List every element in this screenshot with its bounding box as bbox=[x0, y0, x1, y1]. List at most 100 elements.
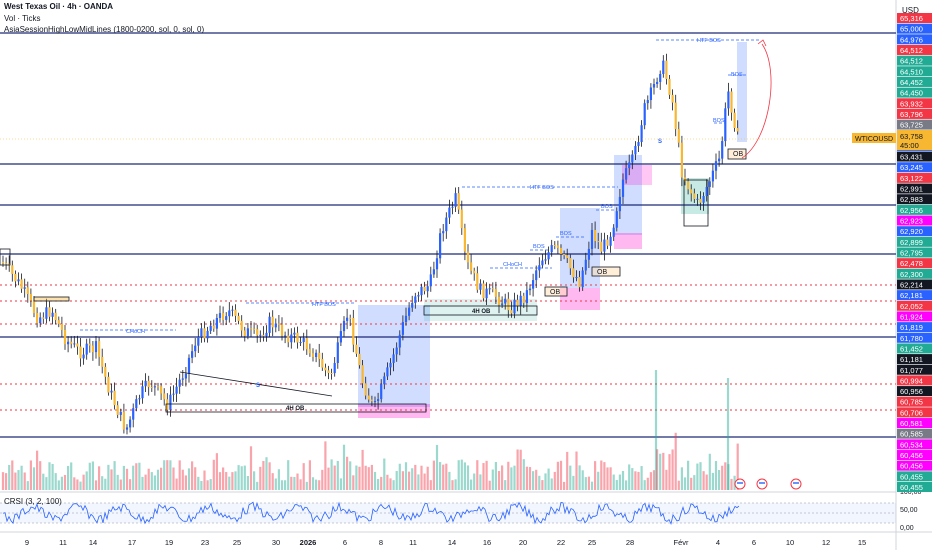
price-label-bg bbox=[897, 119, 932, 130]
x-tick-label: 2026 bbox=[300, 538, 317, 547]
candle-body bbox=[693, 193, 696, 200]
candle-body bbox=[17, 279, 20, 282]
price-label-bg bbox=[897, 279, 932, 290]
candle bbox=[652, 78, 656, 95]
volume-bar bbox=[104, 478, 107, 490]
candle bbox=[578, 270, 581, 292]
candle-body bbox=[116, 405, 119, 415]
candle-body bbox=[29, 293, 32, 301]
volume-bar bbox=[107, 464, 110, 490]
candle-body bbox=[240, 320, 243, 331]
candle-body bbox=[45, 307, 48, 319]
candle-body bbox=[479, 283, 482, 290]
volume-bar bbox=[553, 471, 556, 490]
x-tick-label: 17 bbox=[128, 538, 136, 547]
candle bbox=[209, 320, 212, 335]
candle-body bbox=[79, 346, 82, 359]
volume-bar bbox=[293, 476, 296, 490]
price-label-bg bbox=[897, 311, 932, 322]
candle bbox=[11, 260, 14, 282]
volume-bar bbox=[466, 465, 470, 490]
volume-bar bbox=[262, 460, 265, 490]
volume-bar bbox=[101, 476, 104, 490]
volume-bar bbox=[141, 476, 144, 490]
volume-bar bbox=[231, 472, 234, 490]
volume-bar bbox=[541, 480, 544, 490]
price-label-bg bbox=[897, 247, 932, 258]
volume-bar bbox=[277, 469, 280, 490]
candle-body bbox=[94, 341, 98, 353]
candle bbox=[274, 318, 277, 333]
candle-body bbox=[606, 239, 609, 246]
volume-bar bbox=[522, 459, 525, 490]
price-label: 65,000 bbox=[900, 25, 923, 34]
candle bbox=[528, 284, 532, 296]
volume-bar bbox=[733, 475, 736, 490]
candle-body bbox=[181, 378, 184, 380]
volume-bar bbox=[674, 432, 677, 490]
candle-body bbox=[476, 273, 479, 290]
volume-bar bbox=[640, 466, 643, 490]
volume-bar bbox=[8, 464, 11, 490]
candle bbox=[60, 316, 63, 337]
candle bbox=[395, 342, 398, 362]
candle-body bbox=[417, 295, 420, 297]
volume-bar bbox=[200, 480, 203, 490]
volume-bar bbox=[181, 469, 184, 490]
volume-bar bbox=[671, 449, 674, 490]
candle-body bbox=[516, 299, 519, 306]
candle bbox=[401, 315, 404, 341]
price-label-bg bbox=[897, 375, 932, 386]
candle bbox=[594, 221, 597, 249]
volume-bar bbox=[587, 476, 590, 490]
price-label: 64,450 bbox=[900, 89, 923, 98]
candle bbox=[321, 352, 324, 371]
structure-label-0: HTF BOS bbox=[312, 302, 336, 308]
volume-bar bbox=[153, 475, 156, 490]
volume-bar bbox=[525, 466, 528, 490]
candle-body bbox=[711, 170, 714, 182]
volume-bar bbox=[649, 472, 652, 490]
candle-body bbox=[51, 312, 54, 317]
price-label: 62,300 bbox=[900, 270, 923, 279]
volume-bar bbox=[569, 465, 572, 490]
candle bbox=[494, 281, 497, 305]
candle bbox=[507, 292, 510, 318]
candle-body bbox=[432, 269, 435, 275]
candle bbox=[67, 336, 70, 353]
candle-body bbox=[101, 356, 104, 367]
price-label: 64,452 bbox=[900, 78, 923, 87]
volume-bar bbox=[191, 461, 194, 490]
candle bbox=[20, 273, 23, 293]
candle-body bbox=[600, 241, 603, 252]
volume-bar bbox=[203, 470, 206, 490]
price-label: 60,706 bbox=[900, 408, 923, 417]
volume-bar bbox=[683, 477, 687, 490]
volume-bar bbox=[420, 465, 423, 490]
candle-body bbox=[377, 399, 380, 402]
candle-body bbox=[249, 328, 253, 330]
candle-body bbox=[522, 295, 525, 304]
candle bbox=[699, 191, 702, 211]
candle bbox=[442, 223, 445, 242]
candle bbox=[538, 257, 541, 278]
candle-body bbox=[510, 310, 513, 314]
candle bbox=[147, 375, 150, 396]
candle-body bbox=[339, 331, 342, 343]
ob-box-1 bbox=[591, 266, 621, 277]
volume-bar bbox=[721, 465, 724, 490]
volume-bar bbox=[693, 475, 696, 490]
volume-bar bbox=[147, 468, 150, 490]
volume-bar bbox=[268, 462, 271, 490]
candle-body bbox=[383, 376, 386, 385]
ob-label-1: OB bbox=[597, 269, 607, 276]
trend-line bbox=[179, 371, 333, 397]
volume-bar bbox=[48, 462, 51, 490]
candle-body bbox=[488, 288, 491, 290]
candle-body bbox=[491, 288, 494, 290]
event-flag-icon bbox=[734, 478, 746, 490]
candle bbox=[125, 424, 129, 435]
volume-bar bbox=[339, 478, 342, 490]
candle-body bbox=[20, 279, 23, 289]
